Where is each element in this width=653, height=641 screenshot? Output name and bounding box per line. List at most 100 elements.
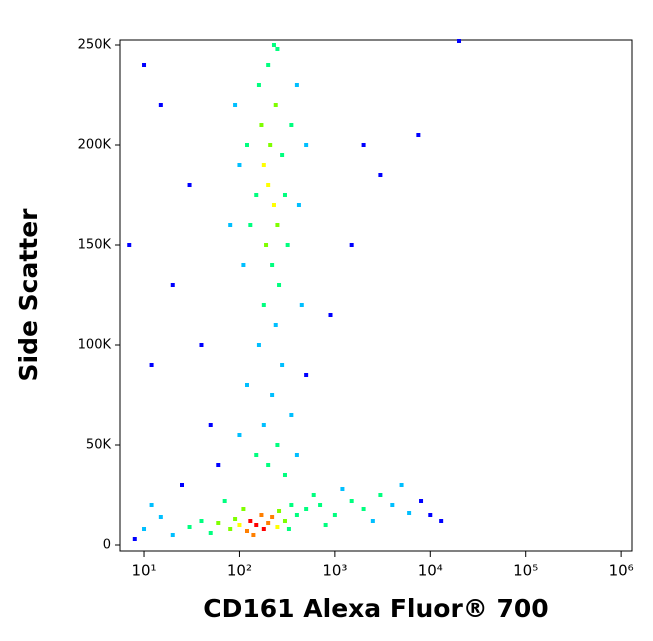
x-tick-label: 10¹ — [131, 562, 156, 580]
point — [228, 527, 233, 531]
y-axis-title: Side Scatter — [14, 208, 43, 382]
point — [439, 519, 444, 523]
point — [282, 473, 287, 477]
point — [199, 343, 204, 347]
point — [228, 223, 233, 227]
point — [245, 383, 250, 387]
point — [280, 153, 285, 157]
point — [266, 183, 271, 187]
y-tick-label: 250K — [78, 38, 112, 53]
point — [245, 143, 250, 147]
point — [261, 527, 266, 531]
point — [241, 507, 246, 511]
point — [271, 203, 276, 207]
point — [248, 223, 253, 227]
point — [285, 243, 290, 247]
plot-frame — [119, 39, 633, 552]
point — [340, 487, 345, 491]
point — [179, 483, 184, 487]
point — [304, 143, 309, 147]
point — [271, 43, 276, 47]
point — [282, 193, 287, 197]
point — [416, 133, 421, 137]
point — [187, 525, 192, 529]
point — [237, 163, 242, 167]
point — [266, 463, 271, 467]
x-tick-label: 10⁴ — [418, 562, 443, 580]
point — [286, 527, 291, 531]
point — [208, 531, 213, 535]
point — [294, 513, 299, 517]
point — [268, 143, 273, 147]
point — [261, 303, 266, 307]
point — [170, 533, 175, 537]
point — [378, 173, 383, 177]
point — [419, 499, 424, 503]
point — [149, 363, 154, 367]
point — [275, 443, 280, 447]
point — [170, 283, 175, 287]
point — [233, 103, 238, 107]
point — [266, 63, 271, 67]
point — [407, 511, 412, 515]
point — [349, 499, 354, 503]
point — [294, 453, 299, 457]
point — [199, 519, 204, 523]
point — [361, 507, 366, 511]
point — [270, 393, 275, 397]
y-tick-label: 0 — [103, 538, 111, 553]
point — [149, 503, 154, 507]
point — [328, 313, 333, 317]
point — [216, 521, 221, 525]
y-tick-label: 50K — [86, 438, 112, 453]
point — [222, 499, 227, 503]
point — [158, 103, 163, 107]
point — [259, 513, 264, 517]
point — [277, 509, 282, 513]
point — [311, 493, 316, 497]
point — [261, 423, 266, 427]
point — [245, 529, 250, 533]
point — [254, 193, 259, 197]
point — [304, 507, 309, 511]
point — [241, 263, 246, 267]
point — [332, 513, 337, 517]
point — [323, 523, 328, 527]
point — [259, 123, 264, 127]
x-tick-label: 10⁶ — [609, 562, 634, 580]
point — [390, 503, 395, 507]
point — [296, 203, 301, 207]
point — [299, 303, 304, 307]
point — [208, 423, 213, 427]
y-tick-label: 100K — [78, 338, 112, 353]
point — [132, 537, 137, 541]
point — [378, 493, 383, 497]
point — [270, 515, 275, 519]
point — [256, 343, 261, 347]
point — [349, 243, 354, 247]
point — [237, 523, 242, 527]
point — [275, 525, 280, 529]
point — [251, 533, 256, 537]
x-tick-label: 10³ — [322, 562, 347, 580]
point — [273, 103, 278, 107]
point — [142, 527, 147, 531]
point — [280, 363, 285, 367]
point — [248, 519, 253, 523]
point — [275, 223, 280, 227]
point — [237, 433, 242, 437]
point — [266, 521, 271, 525]
point — [264, 243, 269, 247]
point — [256, 83, 261, 87]
point — [289, 413, 294, 417]
point — [254, 523, 259, 527]
x-tick-label: 10⁵ — [513, 562, 538, 580]
point — [361, 143, 366, 147]
y-tick-label: 150K — [78, 238, 112, 253]
point — [318, 503, 323, 507]
point — [254, 453, 259, 457]
point — [270, 263, 275, 267]
point — [275, 47, 280, 51]
point — [289, 503, 294, 507]
